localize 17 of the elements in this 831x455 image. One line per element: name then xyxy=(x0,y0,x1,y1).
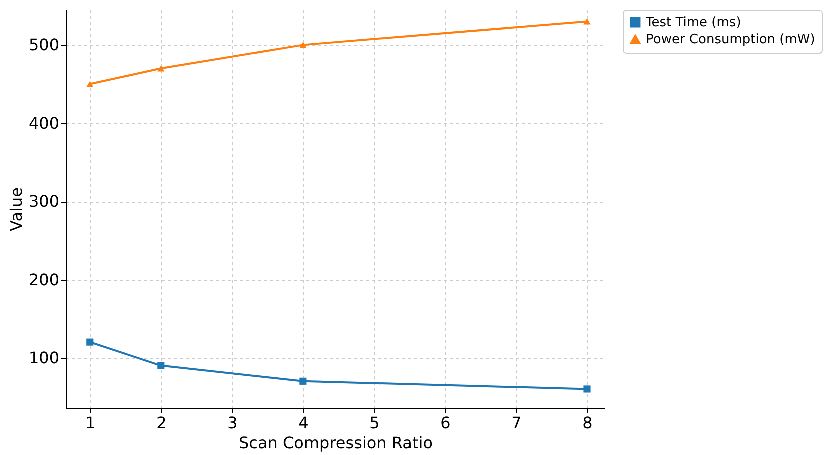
y-tick-label: 300 xyxy=(28,192,60,212)
x-tick-label: 7 xyxy=(512,414,522,432)
legend-label: Test Time (ms) xyxy=(645,16,742,30)
y-tick-label: 200 xyxy=(28,270,60,290)
x-tick-label: 3 xyxy=(228,414,238,432)
x-tick-label: 6 xyxy=(440,414,451,432)
y-tick-label: 500 xyxy=(28,36,60,55)
x-tick-label: 1 xyxy=(86,414,96,432)
x-tick-label: 4 xyxy=(298,414,309,432)
y-tick-label: 400 xyxy=(28,114,60,133)
x-tick-label: 2 xyxy=(156,414,167,432)
y-tick-label: 100 xyxy=(28,348,60,368)
legend-label: Power Consumption (mW) xyxy=(646,32,816,48)
x-axis-title: Scan Compression Ratio xyxy=(239,434,433,452)
x-tick-label: 8 xyxy=(582,414,593,432)
x-tick-label: 5 xyxy=(370,414,380,432)
y-axis-title: Value xyxy=(6,188,26,232)
